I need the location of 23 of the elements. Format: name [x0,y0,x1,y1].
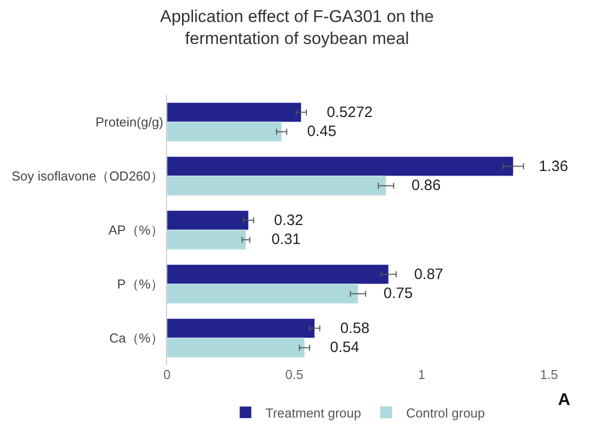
data-label: 0.5272 [304,104,373,121]
text: A [558,390,570,409]
data-label: 0.75 [361,285,413,302]
x-tick-label: 1.5 [540,367,558,382]
data-label: 0.31 [248,231,301,248]
data-label: 0.86 [389,177,441,194]
data-label: 0.45 [284,123,336,140]
data-label: 0.54 [308,339,360,356]
data-label: 0.32 [251,212,304,229]
y-tick-label: AP（%） [108,222,164,238]
y-tick-label: Soy isoflavone（OD260） [12,168,164,184]
y-tick-label: P（%） [117,276,164,292]
chart-title: Application effect of F-GA301 on the fermentation of soybean meal [160,6,434,48]
legend-label: Treatment group [266,405,362,420]
y-tick-label: Protein(g/g) [95,114,164,130]
x-tick-label: 0.5 [285,367,304,382]
legend-label: Control group [406,405,485,420]
data-label: 1.36 [516,158,568,175]
x-tick-label: 0 [163,367,171,382]
data-label: 0.58 [318,320,370,337]
y-tick-label: Ca（%） [109,330,164,346]
x-tick-label: 1 [418,367,426,382]
data-label: 0.87 [392,266,444,283]
